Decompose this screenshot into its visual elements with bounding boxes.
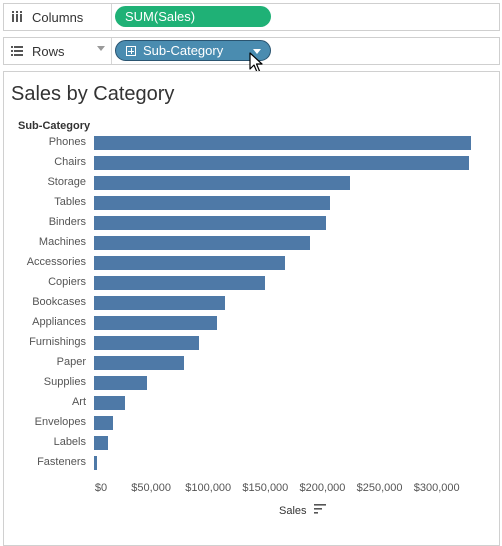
category-label[interactable]: Art	[71, 396, 86, 408]
category-label[interactable]: Furnishings	[29, 336, 86, 348]
category-label[interactable]: Supplies	[43, 376, 86, 388]
sum-sales-pill[interactable]: SUM(Sales)	[115, 6, 271, 27]
bar[interactable]	[94, 296, 226, 310]
bar[interactable]	[94, 256, 286, 270]
sum-sales-pill-text: SUM(Sales)	[125, 9, 196, 24]
category-label[interactable]: Appliances	[32, 316, 86, 328]
expand-plus-icon[interactable]	[126, 45, 136, 56]
bar[interactable]	[94, 196, 331, 210]
bar[interactable]	[94, 396, 125, 410]
bar[interactable]	[94, 276, 265, 290]
rows-label-text: Rows	[32, 43, 65, 59]
category-label[interactable]: Chairs	[54, 156, 86, 168]
x-axis-title-text: Sales	[279, 504, 307, 517]
bar[interactable]	[94, 356, 184, 370]
sort-descending-icon[interactable]	[313, 504, 326, 517]
bar[interactable]	[94, 216, 327, 230]
chart-view: Sales by Category Sub-Category Phones Cha…	[3, 71, 500, 546]
bar[interactable]	[94, 416, 113, 430]
x-tick-label: $250,000	[356, 482, 403, 494]
category-label[interactable]: Copiers	[48, 276, 86, 288]
x-tick-label: $200,000	[299, 482, 346, 494]
bar[interactable]	[94, 376, 148, 390]
category-label[interactable]: Paper	[56, 356, 86, 368]
category-label[interactable]: Tables	[54, 196, 86, 208]
columns-shelf-label: Columns	[4, 4, 112, 30]
bar[interactable]	[94, 316, 217, 330]
x-tick-label: $300,000	[413, 482, 460, 494]
bar[interactable]	[94, 136, 471, 150]
x-tick-label: $50,000	[131, 482, 171, 494]
rows-icon	[10, 44, 24, 58]
rows-shelf-label: Rows	[4, 38, 112, 64]
category-label[interactable]: Labels	[53, 436, 86, 448]
columns-label-text: Columns	[32, 9, 84, 25]
bar[interactable]	[94, 436, 109, 450]
category-label[interactable]: Bookcases	[32, 296, 86, 308]
bar[interactable]	[94, 236, 311, 250]
x-tick-label: $150,000	[242, 482, 289, 494]
bar[interactable]	[94, 336, 199, 350]
bar[interactable]	[94, 456, 98, 470]
bar[interactable]	[94, 176, 350, 190]
bar[interactable]	[94, 156, 470, 170]
pill-dropdown-icon[interactable]	[253, 49, 261, 54]
x-tick-label: $0	[94, 482, 108, 494]
sub-category-pill[interactable]: Sub-Category	[115, 40, 271, 61]
chevron-down-icon[interactable]	[97, 46, 105, 51]
columns-icon	[10, 10, 24, 24]
category-label[interactable]: Binders	[48, 216, 86, 228]
sub-category-pill-text: Sub-Category	[143, 43, 224, 58]
category-label[interactable]: Envelopes	[34, 416, 86, 428]
row-header[interactable]: Sub-Category	[18, 120, 91, 132]
chart-title: Sales by Category	[11, 83, 175, 105]
columns-shelf[interactable]: Columns SUM(Sales)	[3, 3, 500, 31]
category-label[interactable]: Accessories	[26, 256, 86, 268]
category-label[interactable]: Machines	[38, 236, 86, 248]
rows-shelf[interactable]: Rows Sub-Category	[3, 37, 500, 65]
x-tick-label: $100,000	[185, 482, 232, 494]
category-label[interactable]: Phones	[48, 136, 86, 148]
category-label[interactable]: Storage	[47, 176, 86, 188]
category-label[interactable]: Fasteners	[37, 456, 86, 468]
x-axis-title[interactable]: Sales	[279, 504, 326, 517]
